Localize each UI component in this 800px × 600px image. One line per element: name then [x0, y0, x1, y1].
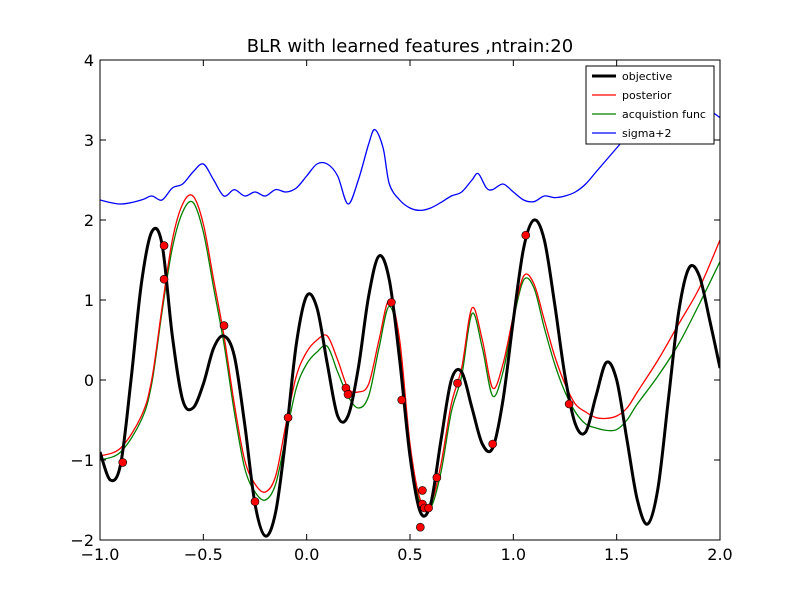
- data-point-17: [453, 378, 462, 388]
- chart-title: BLR with learned features ,ntrain:20: [247, 36, 573, 57]
- legend-items: objective posterior acquistion func sigma+2: [592, 70, 706, 140]
- y-tick-label: 1: [84, 291, 94, 310]
- x-tick-label: −0.5: [184, 545, 223, 564]
- data-point-5: [250, 497, 260, 506]
- x-tick-label: 0.0: [294, 545, 319, 564]
- x-tick-label: 2.0: [707, 545, 732, 564]
- y-tick-label: −1: [70, 451, 94, 470]
- data-point-9: [387, 298, 396, 307]
- series-line-objective: [100, 218, 720, 538]
- data-point-15: [424, 503, 433, 513]
- legend-label-objective: objective: [622, 70, 672, 83]
- data-point-10: [397, 395, 407, 405]
- ticks-layer: −1.0 −0.5 0.0 0.5 1.0 1.5 2.0 −2 −1 0 1 2 3 4: [70, 51, 732, 564]
- x-tick-label: 0.5: [397, 545, 422, 564]
- data-point-1: [118, 458, 128, 467]
- legend-label-acquistion-func: acquistion func: [622, 108, 706, 121]
- series-line-sigma-2: [100, 99, 720, 212]
- data-point-3: [159, 274, 169, 284]
- data-point-11: [416, 522, 425, 532]
- data-point-4: [219, 321, 229, 330]
- scatter-layer: [118, 230, 574, 532]
- data-point-19: [521, 230, 531, 240]
- y-tick-label: 0: [84, 371, 94, 390]
- series-layer: [100, 99, 720, 538]
- legend-label-posterior: posterior: [622, 89, 672, 102]
- y-tick-label: −2: [70, 531, 94, 550]
- data-point-8: [343, 390, 353, 399]
- y-tick-label: 3: [84, 131, 94, 150]
- data-point-18: [488, 439, 497, 449]
- series-line-posterior: [100, 194, 720, 509]
- data-point-6: [283, 413, 293, 422]
- legend: objective posterior acquistion func sigma+2: [585, 65, 715, 145]
- y-tick-label: 4: [84, 51, 94, 70]
- x-tick-label: −1.0: [81, 545, 120, 564]
- x-tick-label: 1.0: [501, 545, 526, 564]
- data-point-2: [159, 241, 169, 250]
- legend-label-sigma-2: sigma+2: [622, 127, 671, 140]
- legend-box: [585, 65, 715, 145]
- y-tick-label: 2: [84, 211, 94, 230]
- data-point-12: [418, 486, 427, 495]
- data-point-20: [564, 399, 574, 409]
- data-point-16: [432, 473, 442, 482]
- x-tick-label: 1.5: [604, 545, 629, 564]
